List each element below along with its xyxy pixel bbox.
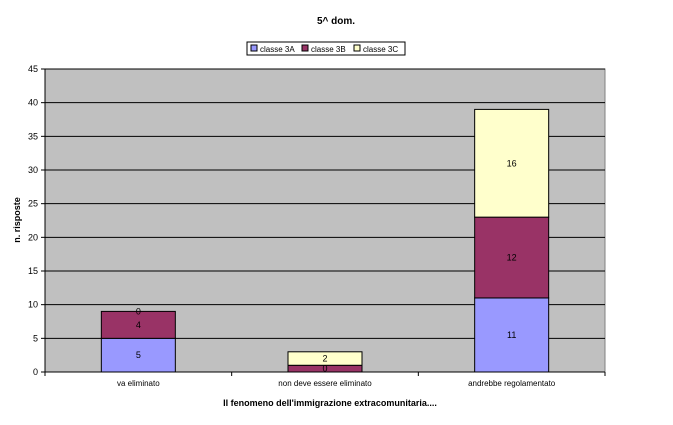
legend-swatch [353, 44, 361, 52]
legend-swatch [301, 44, 309, 52]
y-tick-label: 0 [33, 367, 38, 377]
legend-label: classe 3B [311, 45, 346, 54]
y-tick-label: 35 [28, 131, 38, 141]
legend-label: classe 3A [260, 45, 295, 54]
chart-title: 5^ dom. [317, 16, 355, 27]
legend-swatch [250, 44, 258, 52]
data-label: 12 [507, 253, 517, 263]
bar-segment [474, 297, 550, 373]
legend-label: classe 3C [363, 45, 398, 54]
data-label: 11 [507, 330, 516, 340]
bar-segment [474, 216, 550, 299]
x-category-label: non deve essere eliminato [278, 379, 372, 388]
y-tick-label: 40 [28, 98, 38, 108]
data-label: 0 [322, 364, 327, 374]
bar-segment [100, 310, 176, 339]
x-category-label: andrebbe regolamentato [468, 379, 556, 388]
data-label: 4 [136, 320, 141, 330]
legend: classe 3A classe 3B classe 3C [246, 41, 406, 56]
axes [44, 69, 606, 376]
y-tick-label: 20 [28, 232, 38, 242]
y-axis-title: n. risposte [12, 197, 22, 243]
y-tick-label: 30 [28, 165, 38, 175]
data-label: 5 [136, 350, 141, 360]
y-tick-label: 10 [28, 300, 38, 310]
y-tick-label: 45 [28, 64, 38, 74]
x-category-label: va eliminato [117, 379, 160, 388]
y-tick-label: 25 [28, 199, 38, 209]
bar-segment [287, 351, 363, 366]
bar-segment [474, 108, 550, 218]
data-label: 2 [322, 354, 327, 364]
y-tick-label: 5 [33, 333, 38, 343]
data-label: 0 [136, 306, 141, 316]
data-label: 16 [507, 158, 517, 168]
x-axis-title: Il fenomeno dell'immigrazione extracomun… [223, 398, 437, 408]
legend-box [246, 41, 406, 56]
x-category-labels: va eliminato non deve essere eliminato and… [117, 379, 556, 388]
y-tick-label: 15 [28, 266, 38, 276]
y-tick-labels: 0 5 10 15 20 25 30 35 40 45 [28, 64, 38, 377]
